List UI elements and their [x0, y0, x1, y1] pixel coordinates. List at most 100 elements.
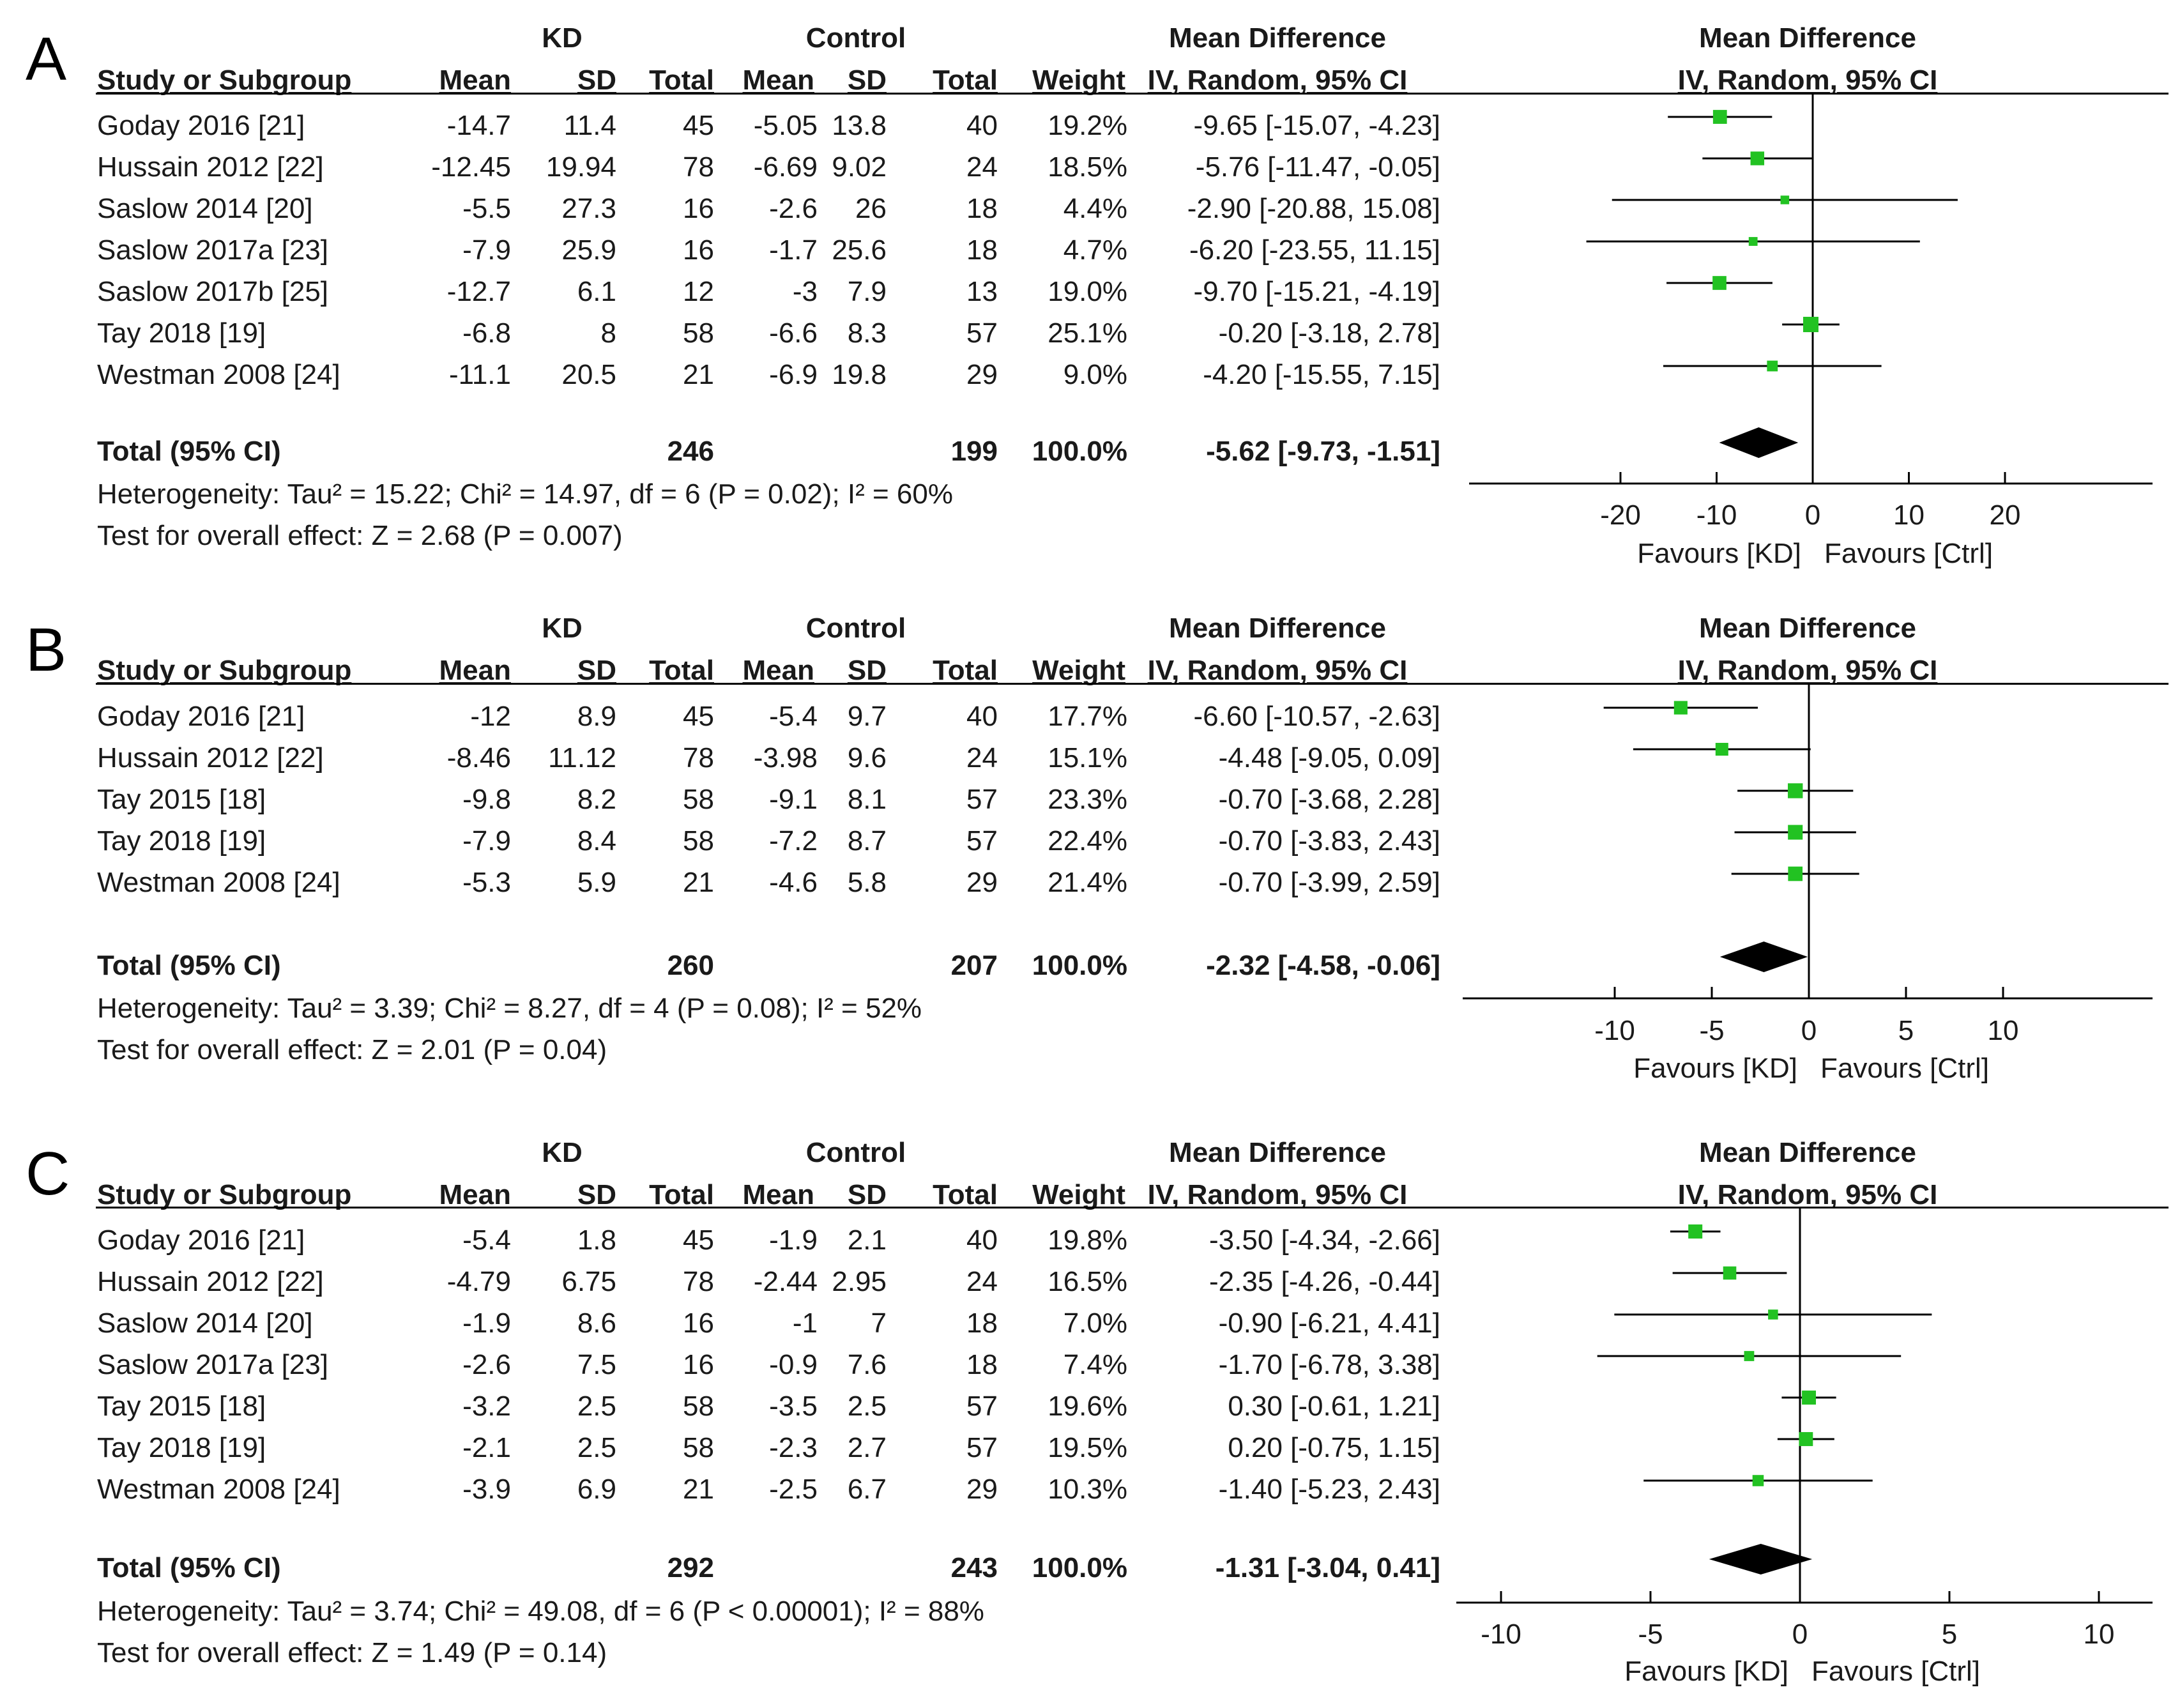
kd-sd-value: 8.9	[577, 701, 616, 732]
control-total-value: 57	[966, 784, 998, 815]
study-effect-square	[1767, 360, 1778, 372]
heterogeneity-text: Heterogeneity: Tau² = 15.22; Chi² = 14.9…	[97, 478, 953, 510]
study-effect-square	[1712, 110, 1727, 124]
ci-value: -3.50 [-4.34, -2.66]	[1209, 1224, 1440, 1256]
study-effect-square	[1768, 1309, 1778, 1320]
ci-value: -9.70 [-15.21, -4.19]	[1193, 276, 1440, 307]
control-mean-header: Mean	[742, 655, 814, 686]
control-total-value: 24	[966, 742, 998, 774]
kd-total-value: 78	[683, 742, 714, 774]
weight-value: 25.1%	[1048, 317, 1127, 349]
ci-value: -0.70 [-3.99, 2.59]	[1218, 867, 1440, 898]
kd-total-value: 58	[683, 1432, 714, 1463]
study-name: Hussain 2012 [22]	[97, 742, 324, 774]
kd-mean-value: -6.8	[462, 317, 511, 349]
kd-group-header: KD	[542, 613, 583, 644]
kd-total-value: 58	[683, 825, 714, 857]
study-name: Westman 2008 [24]	[97, 359, 340, 390]
control-total-value: 29	[966, 359, 998, 390]
study-effect-square	[1750, 151, 1765, 165]
kd-sd-value: 8	[600, 317, 616, 349]
control-total-value: 57	[966, 825, 998, 857]
study-column-header: Study or Subgroup	[97, 655, 352, 686]
weight-header: Weight	[1032, 655, 1125, 686]
study-name: Goday 2016 [21]	[97, 1224, 305, 1256]
control-total-value: 18	[966, 1349, 998, 1380]
kd-mean-value: -2.1	[462, 1432, 511, 1463]
ci-value: -4.48 [-9.05, 0.09]	[1218, 742, 1440, 774]
kd-sd-value: 20.5	[561, 359, 616, 390]
kd-mean-value: -12	[470, 701, 511, 732]
mean-difference-header: Mean Difference	[1169, 22, 1386, 54]
kd-sd-value: 6.75	[561, 1266, 616, 1297]
control-mean-value: -2.3	[769, 1432, 818, 1463]
control-mean-header: Mean	[742, 65, 814, 96]
ci-value: -0.70 [-3.83, 2.43]	[1218, 825, 1440, 857]
study-name: Saslow 2017a [23]	[97, 234, 329, 266]
weight-value: 4.4%	[1063, 193, 1127, 224]
kd-total-value: 21	[683, 359, 714, 390]
control-sd-header: SD	[847, 65, 887, 96]
kd-total-header: Total	[649, 655, 714, 686]
study-effect-square	[1715, 743, 1728, 756]
total-ci-value: -5.62 [-9.73, -1.51]	[1206, 436, 1440, 467]
x-axis-tick-label: -20	[1600, 499, 1641, 531]
header-rule	[96, 93, 2169, 95]
kd-group-header: KD	[542, 1137, 583, 1168]
control-sd-value: 2.1	[847, 1224, 887, 1256]
x-axis-tick-label: 5	[1898, 1015, 1914, 1046]
control-total-value: 24	[966, 151, 998, 183]
control-sd-value: 7	[871, 1308, 887, 1339]
kd-sd-value: 11.4	[563, 110, 616, 141]
x-axis-tick-label: -10	[1481, 1619, 1521, 1650]
control-sd-value: 7.6	[847, 1349, 887, 1380]
kd-sd-value: 6.1	[577, 276, 616, 307]
panel-letter: C	[26, 1140, 70, 1208]
kd-sd-value: 27.3	[561, 193, 616, 224]
plot-mean-difference-header: Mean Difference	[1699, 613, 1916, 644]
kd-mean-value: -5.4	[462, 1224, 511, 1256]
kd-total-header: Total	[649, 65, 714, 96]
kd-sd-value: 5.9	[577, 867, 616, 898]
plot-ci-header: IV, Random, 95% CI	[1677, 655, 1938, 686]
weight-value: 21.4%	[1048, 867, 1127, 898]
pooled-effect-diamond	[1709, 1544, 1813, 1575]
study-name: Goday 2016 [21]	[97, 110, 305, 141]
control-total-value: 18	[966, 193, 998, 224]
control-sd-value: 8.7	[847, 825, 887, 857]
favours-control-label: Favours [Ctrl]	[1811, 1656, 1980, 1687]
kd-mean-value: -5.5	[462, 193, 511, 224]
study-name: Tay 2015 [18]	[97, 784, 266, 815]
study-effect-square	[1748, 237, 1758, 246]
study-effect-square	[1799, 1432, 1813, 1446]
pooled-effect-diamond	[1719, 942, 1808, 972]
study-effect-square	[1803, 316, 1819, 333]
kd-sd-value: 2.5	[577, 1391, 616, 1422]
study-effect-square	[1788, 866, 1803, 881]
weight-value: 7.4%	[1063, 1349, 1127, 1380]
x-axis-tick-label: 0	[1805, 499, 1820, 531]
study-effect-square	[1788, 825, 1803, 840]
weight-value: 15.1%	[1048, 742, 1127, 774]
kd-mean-header: Mean	[439, 1179, 511, 1210]
kd-mean-header: Mean	[439, 655, 511, 686]
control-mean-value: -0.9	[769, 1349, 818, 1380]
total-weight: 100.0%	[1032, 436, 1127, 467]
control-sd-value: 7.9	[847, 276, 887, 307]
control-mean-value: -9.1	[769, 784, 818, 815]
ci-value: -1.40 [-5.23, 2.43]	[1218, 1474, 1440, 1505]
favours-kd-label: Favours [KD]	[1633, 1053, 1797, 1084]
favours-kd-label: Favours [KD]	[1624, 1656, 1788, 1687]
total-label: Total (95% CI)	[97, 1552, 281, 1583]
kd-total-sum: 246	[667, 436, 714, 467]
kd-mean-value: -8.46	[446, 742, 511, 774]
kd-total-value: 45	[683, 701, 714, 732]
kd-total-value: 21	[683, 867, 714, 898]
weight-value: 23.3%	[1048, 784, 1127, 815]
control-total-sum: 243	[950, 1552, 998, 1583]
control-total-header: Total	[933, 1179, 998, 1210]
kd-sd-value: 8.4	[577, 825, 616, 857]
kd-total-value: 58	[683, 317, 714, 349]
kd-mean-header: Mean	[439, 65, 511, 96]
